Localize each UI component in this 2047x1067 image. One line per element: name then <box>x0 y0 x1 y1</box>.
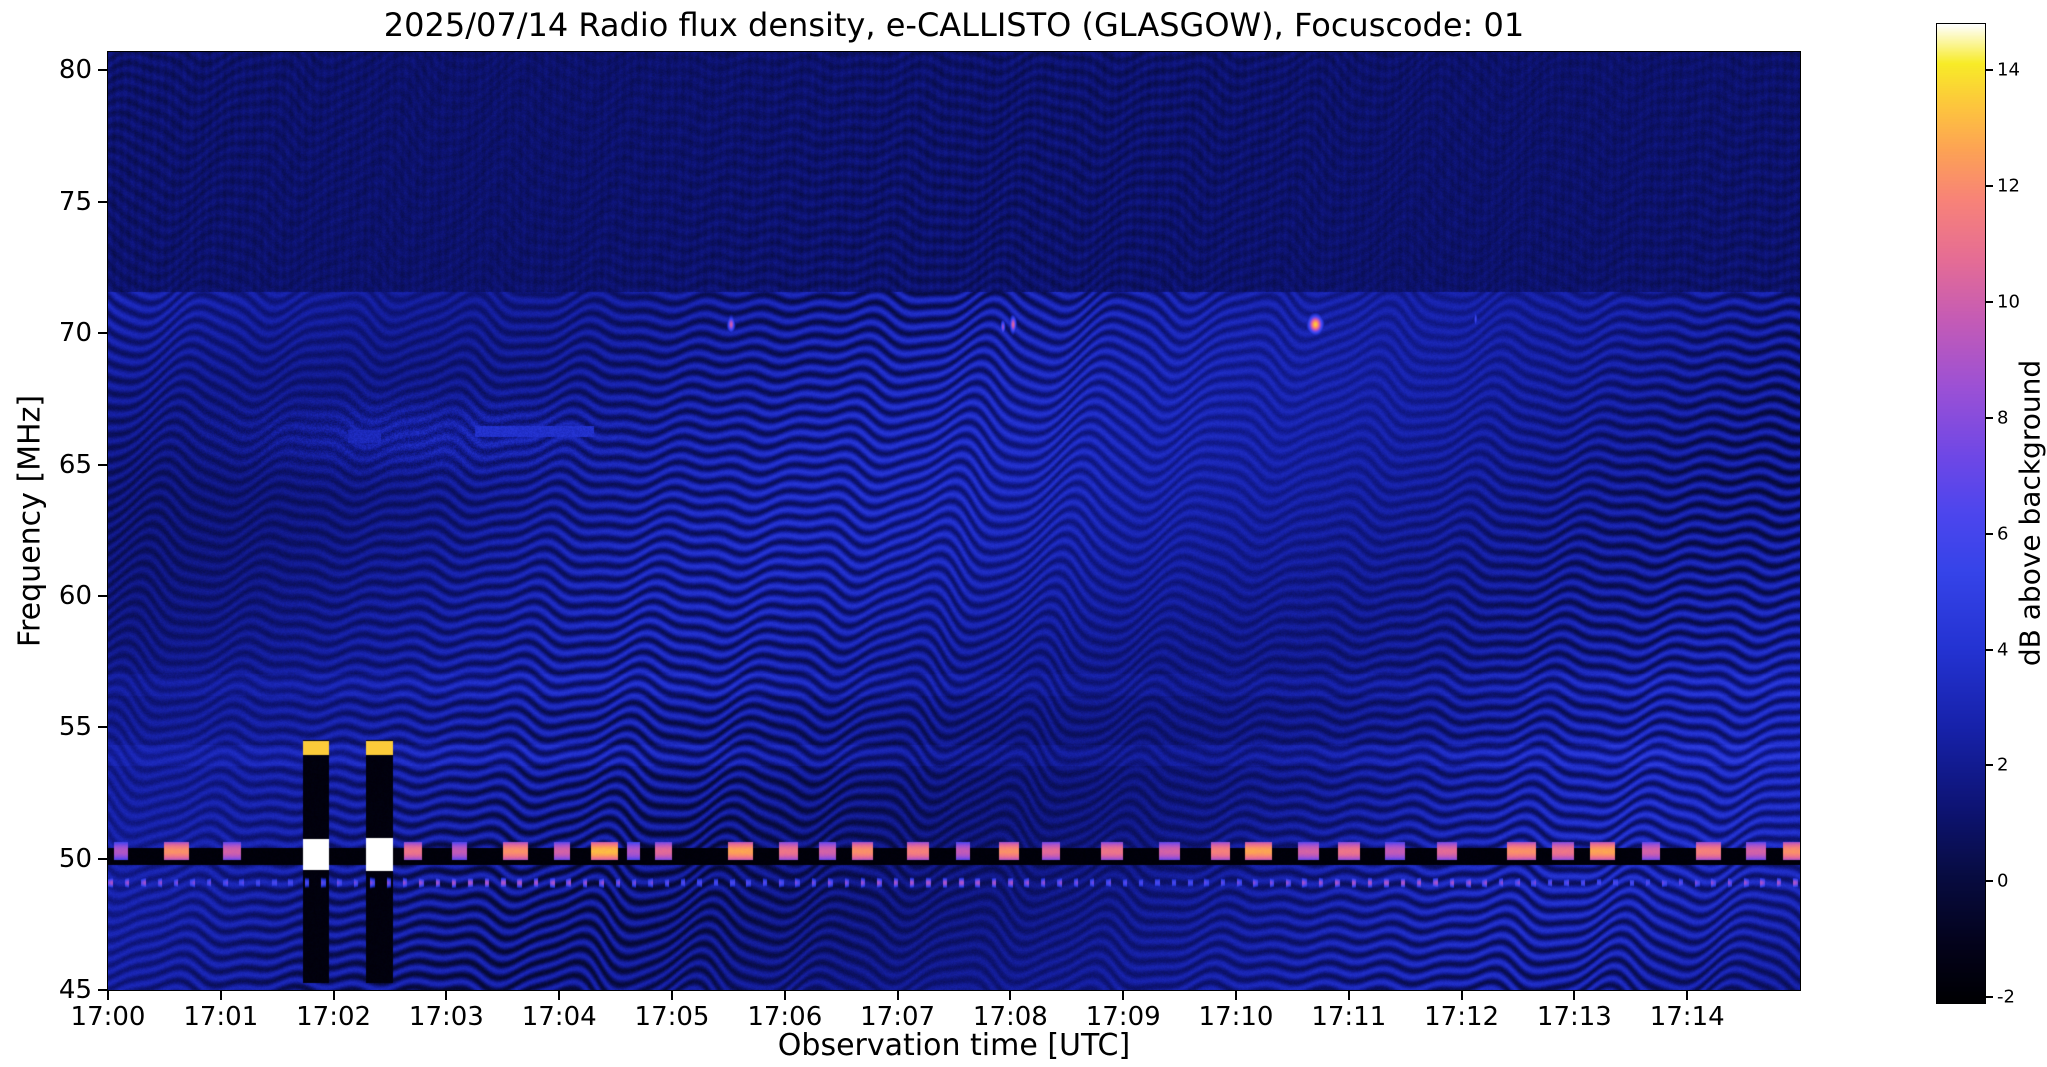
x-tick-label: 17:05 <box>634 1002 710 1032</box>
colorbar-tick-label: 14 <box>1997 59 2020 81</box>
x-tick-mark <box>1686 990 1689 1000</box>
x-tick-mark <box>558 990 561 1000</box>
colorbar-tick-label: -2 <box>1997 986 2015 1008</box>
x-tick-label: 17:10 <box>1198 1002 1274 1032</box>
y-tick-mark <box>98 989 108 991</box>
x-tick-mark <box>896 990 899 1000</box>
colorbar-tick-label: 10 <box>1997 291 2020 313</box>
y-tick-mark <box>98 594 108 597</box>
x-axis-label: Observation time [UTC] <box>777 1028 1131 1063</box>
x-tick-mark <box>783 990 786 1000</box>
y-tick-label: 45 <box>58 975 92 1005</box>
colorbar-tick-mark <box>1985 648 1993 651</box>
x-tick-mark <box>1235 990 1237 1000</box>
x-tick-label: 17:03 <box>408 1002 484 1032</box>
y-tick-label: 80 <box>58 55 92 86</box>
x-tick-label: 17:07 <box>860 1002 936 1032</box>
y-axis-label: Frequency [MHz] <box>12 394 48 648</box>
colorbar-tick-label: 4 <box>1997 639 2009 661</box>
x-tick-label: 17:08 <box>972 1002 1048 1032</box>
x-tick-label: 17:13 <box>1536 1002 1612 1032</box>
x-tick-label: 17:11 <box>1311 1002 1387 1032</box>
colorbar-tick-label: 8 <box>1997 407 2009 429</box>
colorbar-tick-label: 2 <box>1997 754 2009 776</box>
x-tick-mark <box>1460 990 1463 1000</box>
x-tick-label: 17:04 <box>521 1002 597 1032</box>
y-tick-mark <box>98 332 108 335</box>
x-tick-label: 17:00 <box>70 1002 146 1032</box>
y-tick-label: 50 <box>58 843 92 874</box>
colorbar-tick-mark <box>1985 185 1993 188</box>
x-tick-mark <box>1009 990 1012 1000</box>
colorbar-label: dB above background <box>2013 359 2047 667</box>
chart-title: 2025/07/14 Radio flux density, e-CALLIST… <box>383 6 1525 44</box>
x-tick-mark <box>671 990 673 1000</box>
x-tick-mark <box>1347 990 1350 1000</box>
x-tick-mark <box>219 990 222 1000</box>
x-tick-mark <box>1573 990 1576 1000</box>
x-tick-mark <box>107 990 109 1000</box>
y-tick-mark <box>98 463 108 466</box>
x-tick-label: 17:06 <box>747 1002 823 1032</box>
colorbar-tick-mark <box>1985 996 1993 999</box>
y-tick-mark <box>98 69 108 72</box>
colorbar-tick-label: 12 <box>1997 175 2020 197</box>
colorbar-tick-mark <box>1985 532 1993 535</box>
colorbar-tick-mark <box>1985 301 1993 304</box>
y-tick-label: 65 <box>58 449 92 480</box>
x-tick-label: 17:02 <box>296 1002 372 1032</box>
y-tick-mark <box>98 200 108 203</box>
colorbar-tick-label: 0 <box>1997 870 2009 892</box>
x-tick-mark <box>1122 990 1125 1000</box>
spectrogram-canvas <box>108 52 1800 990</box>
colorbar-canvas <box>1937 24 1985 1003</box>
y-tick-label: 75 <box>58 186 92 217</box>
x-tick-label: 17:12 <box>1424 1002 1500 1032</box>
y-tick-label: 55 <box>58 712 92 743</box>
y-tick-label: 70 <box>58 318 92 349</box>
x-tick-label: 17:14 <box>1649 1002 1725 1032</box>
x-tick-label: 17:09 <box>1085 1002 1161 1032</box>
y-tick-mark <box>98 857 108 860</box>
colorbar-tick-mark <box>1985 69 1993 72</box>
colorbar-tick-mark <box>1985 416 1993 419</box>
y-tick-label: 60 <box>58 580 92 611</box>
colorbar-tick-mark <box>1985 880 1993 883</box>
x-tick-mark <box>445 990 448 1000</box>
y-tick-mark <box>98 726 108 729</box>
x-tick-label: 17:01 <box>183 1002 259 1032</box>
colorbar-tick-mark <box>1985 764 1993 767</box>
x-tick-mark <box>332 990 335 1000</box>
colorbar-tick-label: 6 <box>1997 523 2009 545</box>
